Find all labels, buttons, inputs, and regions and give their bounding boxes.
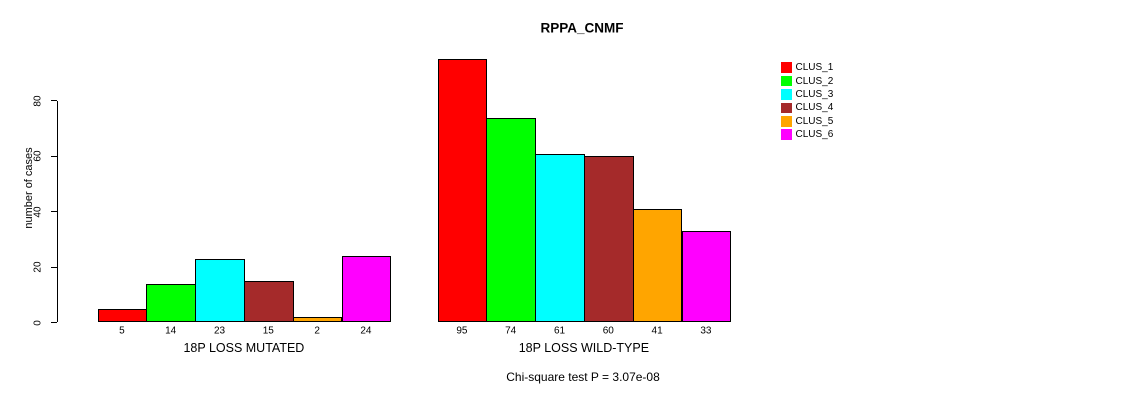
legend-label: CLUS_3: [795, 88, 834, 100]
y-tick-mark: [51, 322, 57, 323]
bar-value-label: 5: [119, 325, 125, 336]
legend-swatch-clus_4: [781, 102, 792, 114]
legend-item: CLUS_4: [781, 101, 833, 114]
legend-swatch-clus_5: [781, 116, 792, 127]
bar-value-label: 14: [165, 325, 177, 336]
legend-item: CLUS_5: [781, 115, 833, 128]
legend-item: CLUS_6: [781, 128, 833, 141]
bar-clus_2-group1: [146, 283, 197, 323]
x-group-label: 18P LOSS MUTATED: [183, 341, 305, 355]
y-tick-label: 80: [32, 95, 44, 107]
legend-swatch-clus_1: [781, 62, 792, 73]
bar-clus_5-group2: [632, 208, 683, 323]
bar-clus_3-group1: [195, 258, 245, 323]
bar-clus_3-group2: [535, 153, 585, 323]
y-tick-mark: [51, 211, 57, 213]
bar-value-label: 23: [213, 325, 226, 336]
y-tick-label: 0: [32, 319, 44, 326]
legend-item: CLUS_1: [781, 61, 833, 74]
x-group-label: 18P LOSS WILD-TYPE: [518, 341, 650, 355]
y-tick-label: 20: [32, 261, 44, 273]
bar-clus_5-group1: [292, 316, 343, 323]
legend-swatch-clus_6: [781, 129, 792, 140]
bar-value-label: 24: [360, 325, 372, 336]
bar-value-label: 41: [651, 325, 663, 336]
legend: CLUS_1 CLUS_2 CLUS_3 CLUS_4 CLUS_5 CLUS_6: [781, 61, 833, 141]
bar-clus_4-group1: [243, 280, 294, 323]
bar-value-label: 2: [314, 325, 320, 336]
chart-title: RPPA_CNMF: [540, 20, 624, 36]
y-tick-mark: [51, 266, 57, 268]
chi-square-caption: Chi-square test P = 3.07e-08: [506, 370, 660, 384]
bar-clus_1-group1: [97, 308, 148, 323]
bar-value-label: 95: [456, 325, 468, 336]
bar-value-label: 74: [505, 325, 517, 336]
legend-label: CLUS_4: [795, 102, 834, 114]
legend-label: CLUS_5: [795, 115, 834, 127]
bar-clus_1-group2: [437, 59, 488, 323]
bar-value-label: 60: [602, 325, 614, 336]
legend-label: CLUS_6: [795, 129, 834, 141]
legend-swatch-clus_2: [781, 75, 792, 87]
bar-clus_6-group1: [341, 256, 392, 323]
legend-label: CLUS_1: [795, 62, 834, 74]
bar-clus_4-group2: [583, 156, 634, 323]
legend-item: CLUS_3: [781, 88, 833, 101]
legend-item: CLUS_2: [781, 74, 833, 87]
legend-swatch-clus_3: [781, 89, 792, 100]
bar-clus_6-group2: [681, 231, 732, 323]
y-axis-line: [57, 100, 58, 323]
bar-value-label: 61: [553, 325, 566, 336]
y-tick-mark: [51, 155, 57, 157]
bar-value-label: 15: [262, 325, 274, 336]
bar-clus_2-group2: [486, 117, 537, 323]
y-tick-label: 40: [32, 206, 44, 218]
y-tick-label: 60: [32, 150, 44, 162]
legend-label: CLUS_2: [795, 75, 834, 87]
bar-value-label: 33: [700, 325, 712, 336]
y-tick-mark: [51, 100, 57, 102]
